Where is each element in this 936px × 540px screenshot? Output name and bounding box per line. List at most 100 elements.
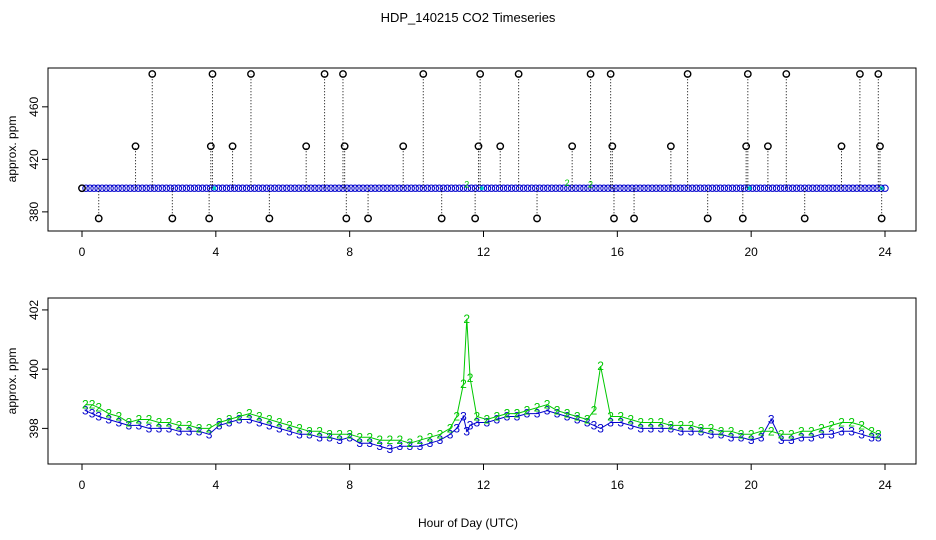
- chart-title: HDP_140215 CO2 Timeseries: [381, 10, 556, 25]
- bottom-series-3-point: 3: [591, 418, 598, 432]
- top-baseline-point: [178, 184, 187, 192]
- top-baseline-point: [234, 184, 243, 192]
- bottom-series-3-point: 3: [828, 427, 835, 441]
- top-baseline-point: [403, 184, 411, 192]
- top-baseline-point: [415, 184, 423, 192]
- top-baseline-point: [279, 184, 287, 192]
- bottom-series-2-point: 2: [591, 404, 598, 418]
- bottom-series-2-point: 2: [838, 415, 845, 429]
- bottom-series-3-point: 3: [336, 433, 343, 447]
- top-baseline-point: [118, 184, 126, 192]
- top-spike-point: [606, 70, 615, 78]
- top-baseline-point: [676, 184, 684, 192]
- bottom-series-2-point: 2: [376, 433, 383, 447]
- bottom-series-3-point: 3: [89, 407, 96, 421]
- top-baseline-point: [744, 184, 753, 192]
- bottom-series-3-point: 3: [216, 418, 223, 432]
- top-baseline-point: [805, 184, 813, 192]
- top-baseline-point: [869, 184, 877, 192]
- bottom-series-2-point: 2: [336, 427, 343, 441]
- top-baseline-point: [519, 184, 528, 192]
- bottom-y-tick-label: 402: [27, 300, 41, 320]
- top-baseline-point: [427, 184, 436, 192]
- bottom-series-3-point: 3: [156, 421, 163, 435]
- bottom-series-2-point: 2: [176, 418, 183, 432]
- top-baseline-point: [640, 184, 648, 192]
- top-spike-point: [738, 214, 747, 223]
- top-baseline-point: [772, 184, 781, 192]
- top-baseline-point: [375, 184, 383, 192]
- bottom-series-3-point: 3: [196, 424, 203, 438]
- top-spike-point: [474, 142, 483, 151]
- top-baseline-point: [186, 184, 195, 192]
- bottom-series-2-point: 2: [868, 424, 875, 438]
- top-x-tick-label: 8: [346, 245, 353, 259]
- top-baseline-point: [584, 184, 592, 192]
- bottom-series-3-point: 3: [346, 430, 353, 444]
- bottom-x-tick-label: 16: [611, 478, 625, 492]
- bottom-series-3-point: 3: [678, 424, 685, 438]
- bottom-series-3-point: 3: [584, 415, 591, 429]
- top-spike-point: [568, 142, 577, 151]
- top-baseline-point: [527, 184, 536, 192]
- top-baseline-point: [632, 184, 640, 192]
- top-baseline-point: [150, 184, 158, 192]
- top-baseline-point: [712, 184, 721, 192]
- bottom-series-2-point: 2: [484, 413, 491, 427]
- top-baseline-point: [560, 184, 568, 192]
- top-x-tick-label: 4: [212, 245, 219, 259]
- top-baseline-point: [503, 184, 512, 192]
- bottom-series-3-point: 3: [627, 418, 634, 432]
- top-spike-point: [265, 214, 274, 223]
- bottom-series-3-point: 3: [82, 404, 89, 418]
- bottom-series-2-point: 2: [460, 377, 467, 391]
- bottom-series-2-point: 2: [89, 398, 96, 412]
- top-spike-point: [340, 142, 349, 151]
- bottom-series-2-point: 2: [728, 424, 735, 438]
- top-baseline-point: [688, 184, 696, 192]
- top-baseline-point: [315, 184, 323, 192]
- bottom-series-2-point: 2: [738, 427, 745, 441]
- bottom-series-2-point: 2: [617, 410, 624, 424]
- top-baseline-point: [138, 184, 146, 192]
- top-baseline-point: [391, 184, 399, 192]
- bottom-series-2-point: 2: [708, 421, 715, 435]
- bottom-series-2-point: 2: [125, 415, 132, 429]
- top-baseline-point: [198, 184, 207, 192]
- bottom-series-3-point: 3: [276, 421, 283, 435]
- top-baseline-point: [230, 184, 239, 192]
- top-baseline-point: [483, 184, 492, 192]
- top-baseline-point: [660, 184, 668, 192]
- bottom-series-2-point: 2: [678, 418, 685, 432]
- top-baseline-point: [122, 184, 130, 192]
- top-baseline-point: [162, 184, 171, 192]
- top-baseline-point: [194, 184, 203, 192]
- x-axis-label: Hour of Day (UTC): [418, 516, 518, 530]
- top-baseline-point: [817, 184, 825, 192]
- top-baseline-point: [347, 184, 355, 192]
- top-spike-point: [874, 70, 883, 78]
- bottom-series-3-point: 3: [534, 407, 541, 421]
- top-baseline-point: [202, 184, 211, 192]
- top-x-tick-label: 20: [744, 245, 758, 259]
- bottom-series-2-point: 2: [828, 418, 835, 432]
- bottom-series-3-point: 3: [296, 427, 303, 441]
- top-baseline-point: [768, 184, 777, 192]
- top-x-tick-label: 24: [878, 245, 892, 259]
- top-baseline-point: [90, 184, 98, 192]
- bottom-series-3-point: 3: [838, 424, 845, 438]
- bottom-series-2-point: 2: [427, 430, 434, 444]
- top-spike-point: [533, 214, 541, 223]
- top-baseline-point: [588, 184, 596, 192]
- top-baseline-point: [258, 184, 267, 192]
- bottom-series-3-point: 3: [115, 415, 122, 429]
- bottom-x-tick-label: 4: [212, 478, 219, 492]
- top-baseline-point: [222, 184, 231, 192]
- bottom-series-3-point: 3: [437, 433, 444, 447]
- bottom-series-2-point: 2: [494, 410, 501, 424]
- bottom-series-3-point: 3: [544, 404, 551, 418]
- top-spike-point: [339, 70, 347, 78]
- bottom-series-2-point: 2: [216, 415, 223, 429]
- bottom-series-2-point: 2: [146, 413, 153, 427]
- bottom-series-2-point: 2: [768, 424, 775, 438]
